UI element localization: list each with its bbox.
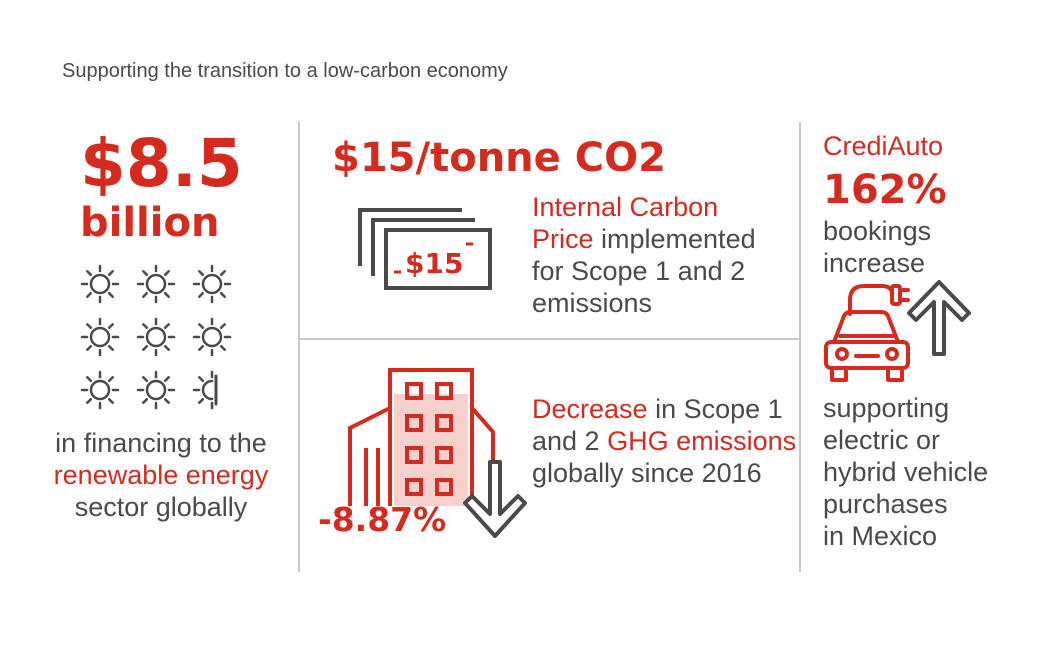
emissions-line-2: and 2 GHG emissions xyxy=(532,425,796,457)
emissions-line-1: Decrease in Scope 1 xyxy=(532,393,796,425)
crediauto-line-4: purchases xyxy=(823,489,948,519)
carbon-line-3: for Scope 1 and 2 xyxy=(532,256,746,286)
sun-icon xyxy=(80,370,120,410)
bookings-label: bookings increase xyxy=(823,215,931,279)
financing-line-1: in financing to the xyxy=(55,428,267,458)
bookings-line-1: bookings xyxy=(823,216,932,246)
electric-car-icon xyxy=(824,284,910,382)
bookings-percent: 162% xyxy=(823,167,947,213)
money-bills-icon: $15 xyxy=(358,208,492,290)
brand-name: CrediAuto xyxy=(823,131,944,161)
sun-icon xyxy=(136,370,176,410)
sun-icon xyxy=(80,264,232,410)
emissions-line-1-gray: in Scope 1 xyxy=(647,394,783,424)
building-icon xyxy=(348,368,495,506)
carbon-line-2-red: Price xyxy=(532,224,594,254)
crediauto-line-2: electric or xyxy=(823,425,941,455)
divider-left xyxy=(298,122,300,572)
crediauto-description: supporting electric or hybrid vehicle pu… xyxy=(823,392,988,552)
carbon-line-1: Internal Carbon xyxy=(532,192,719,222)
carbon-price-description: Internal Carbon Price implemented for Sc… xyxy=(532,191,756,319)
emissions-decrease-value: -8.87% xyxy=(318,500,447,539)
crediauto-line-1: supporting xyxy=(823,393,950,423)
emissions-line-2-red: GHG emissions xyxy=(607,426,797,456)
crediauto-line-3: hybrid vehicle xyxy=(823,457,989,487)
carbon-line-4: emissions xyxy=(532,288,653,318)
bookings-line-2: increase xyxy=(823,248,926,278)
carbon-line-2: Price implemented xyxy=(532,223,756,255)
financing-description: in financing to the renewable energy sec… xyxy=(40,427,282,523)
emissions-line-2-gray: and 2 xyxy=(532,426,608,456)
sun-icon xyxy=(192,264,232,304)
sun-icon xyxy=(80,264,120,304)
carbon-price-headline: $15/tonne CO2 xyxy=(332,135,666,181)
sun-icon xyxy=(80,317,120,357)
sun-icon xyxy=(136,264,176,304)
financing-line-2: renewable energy xyxy=(53,460,269,490)
divider-right xyxy=(799,122,801,572)
money-bill-label: $15 xyxy=(405,247,463,280)
emissions-line-3: globally since 2016 xyxy=(532,458,762,488)
crediauto-line-5: in Mexico xyxy=(823,521,938,551)
divider-middle xyxy=(299,338,799,340)
emissions-line-1-red: Decrease xyxy=(532,394,648,424)
arrow-down-icon xyxy=(463,460,527,538)
financing-unit: billion xyxy=(80,200,220,246)
page-title: Supporting the transition to a low-carbo… xyxy=(62,60,508,82)
half-sun-icon xyxy=(192,370,218,410)
sun-icon xyxy=(136,317,176,357)
arrow-up-icon xyxy=(907,280,971,356)
emissions-description: Decrease in Scope 1 and 2 GHG emissions … xyxy=(532,393,796,489)
carbon-line-2-gray: implemented xyxy=(593,224,756,254)
sun-icon xyxy=(192,317,232,357)
financing-line-3: sector globally xyxy=(74,492,248,522)
financing-amount: $8.5 xyxy=(80,125,243,202)
